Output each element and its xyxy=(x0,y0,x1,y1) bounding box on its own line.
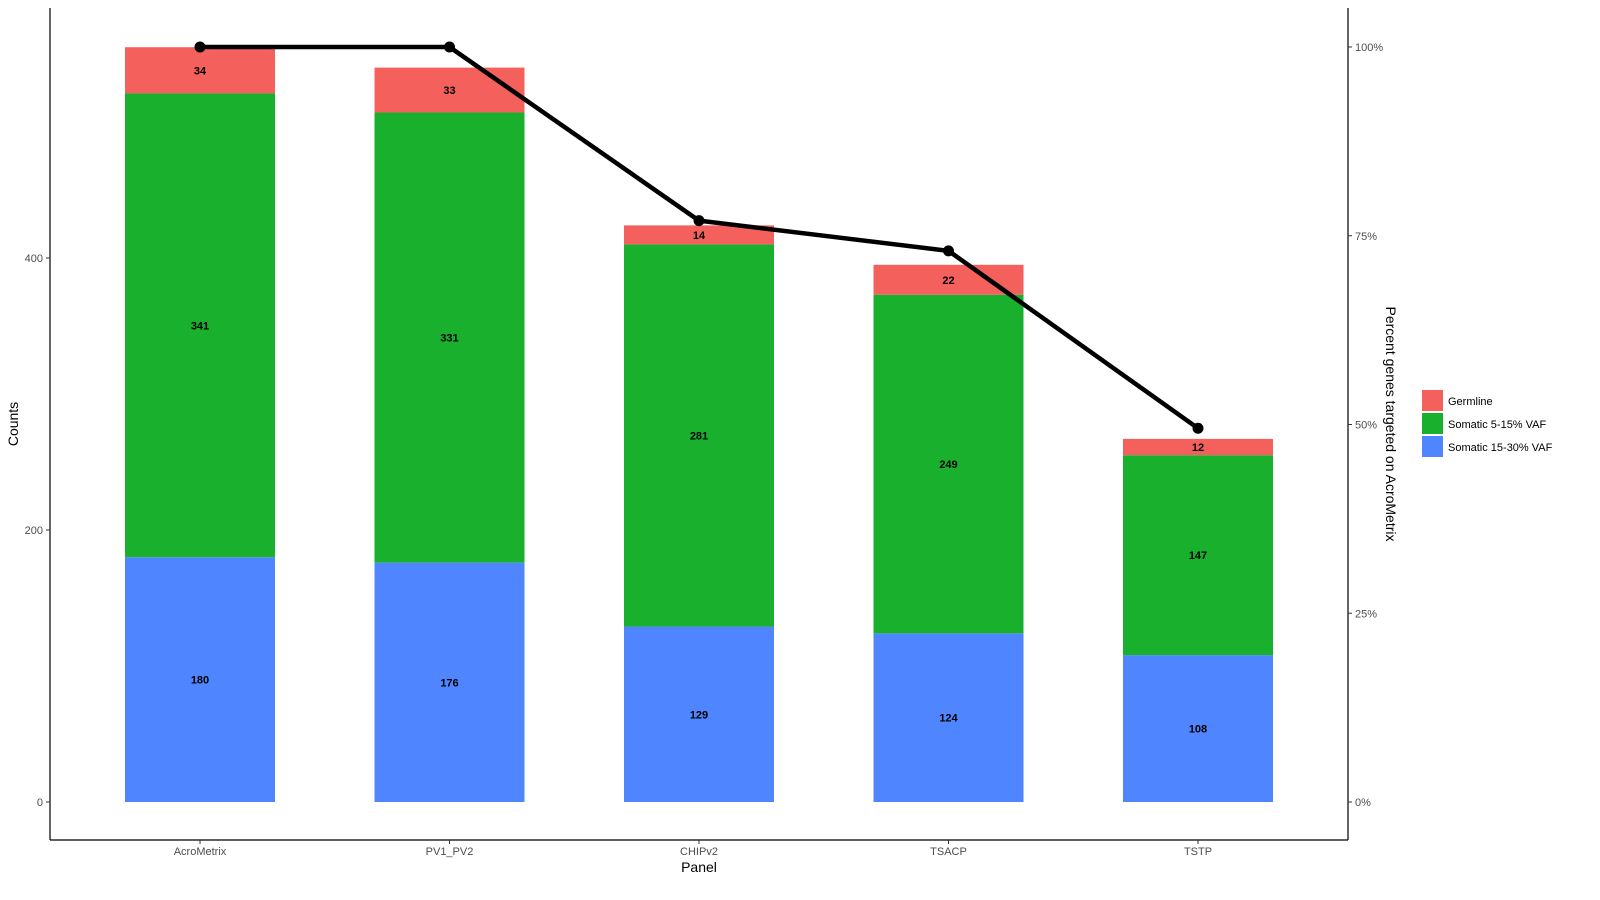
x-tick-label: PV1_PV2 xyxy=(426,846,474,858)
legend-label: Somatic 15-30% VAF xyxy=(1448,442,1553,454)
bar-segment xyxy=(624,626,774,802)
y-tick-label: 200 xyxy=(25,525,43,537)
axes-layer: 0 200 400 0% 25% 50% 75% 100% AcroMetrix PV1_PV2 C… xyxy=(5,8,1399,875)
data-label: 180 xyxy=(191,675,209,687)
bar-segment xyxy=(624,244,774,627)
y2-tick-label: 75% xyxy=(1355,231,1377,243)
bar-segment xyxy=(374,67,525,113)
line-point xyxy=(943,245,954,257)
bar-segment xyxy=(624,225,774,245)
bar-segment xyxy=(1123,438,1273,456)
data-label: 108 xyxy=(1189,724,1207,736)
legend-label: Germline xyxy=(1448,396,1493,408)
data-label: 34 xyxy=(194,65,207,77)
bar-segment xyxy=(1123,455,1273,656)
y2-tick-label: 25% xyxy=(1355,608,1377,620)
line-point xyxy=(693,215,705,227)
line-point xyxy=(444,41,455,53)
y2-tick-label: 100% xyxy=(1355,42,1383,54)
y-tick-label: 400 xyxy=(25,253,43,265)
y-tick-label: 0 xyxy=(37,797,43,809)
x-tick-label: TSTP xyxy=(1184,846,1212,858)
y2-axis-title: Percent genes targeted on AcroMetrix xyxy=(1383,306,1399,541)
data-label: 331 xyxy=(440,333,458,345)
bar-segment xyxy=(125,93,275,558)
data-label: 341 xyxy=(191,320,209,332)
data-label: 176 xyxy=(440,677,458,689)
y2-tick-label: 0% xyxy=(1355,797,1371,809)
bars-layer xyxy=(125,47,1273,802)
data-labels-layer: 180 341 34 176 331 33 129 281 14 124 249 22 108 147 12 xyxy=(191,65,1207,735)
data-label: 124 xyxy=(939,713,958,725)
bar-segment xyxy=(873,294,1024,634)
data-label: 12 xyxy=(1192,442,1204,454)
x-axis-title: Panel xyxy=(681,859,717,875)
legend: Germline Somatic 5-15% VAF Somatic 15-30% … xyxy=(1422,390,1553,457)
bar-segment xyxy=(374,112,525,563)
x-tick-label: TSACP xyxy=(930,846,967,858)
bar-segment xyxy=(873,264,1024,295)
data-label: 33 xyxy=(443,85,455,97)
data-label: 147 xyxy=(1189,550,1207,562)
y-axis-title: Counts xyxy=(5,402,21,446)
line-point xyxy=(1192,422,1204,434)
y2-tick-label: 50% xyxy=(1355,420,1377,432)
bar-segment xyxy=(125,47,275,94)
data-label: 129 xyxy=(690,709,708,721)
legend-swatch xyxy=(1422,390,1443,411)
x-tick-label: AcroMetrix xyxy=(174,846,227,858)
data-label: 14 xyxy=(693,230,706,242)
line-point xyxy=(194,41,206,53)
bar-segment xyxy=(873,633,1024,802)
bar-segment xyxy=(1123,655,1273,802)
x-tick-label: CHIPv2 xyxy=(680,846,718,858)
bar-segment xyxy=(374,562,525,802)
data-label: 281 xyxy=(690,430,708,442)
data-label: 22 xyxy=(942,275,954,287)
legend-swatch xyxy=(1422,413,1443,434)
bar-segment xyxy=(125,557,275,802)
line-layer xyxy=(194,41,1204,434)
legend-label: Somatic 5-15% VAF xyxy=(1448,419,1547,431)
data-label: 249 xyxy=(939,459,957,471)
legend-swatch xyxy=(1422,436,1443,457)
